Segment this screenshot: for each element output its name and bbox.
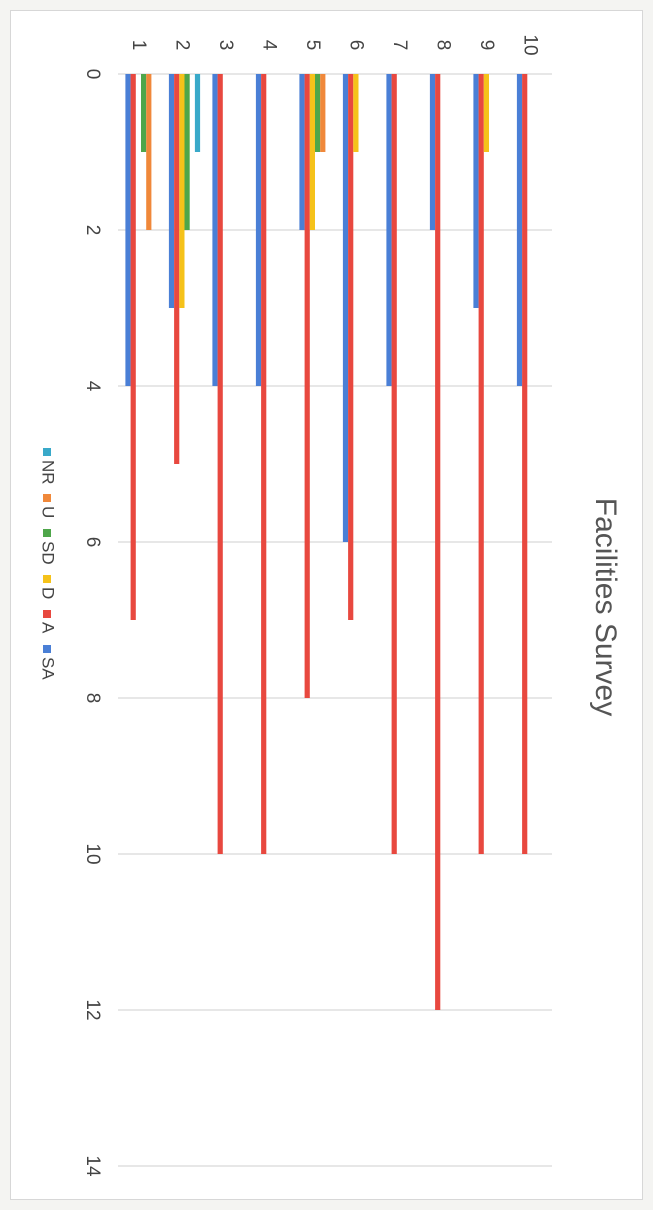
category-tick-label: 5 xyxy=(302,40,323,51)
bar-sa-5 xyxy=(299,74,305,230)
category-tick-label: 3 xyxy=(215,40,236,51)
category-tick-label: 6 xyxy=(345,40,366,51)
bar-a-5 xyxy=(304,74,310,698)
bar-a-2 xyxy=(174,74,180,464)
bar-a-9 xyxy=(478,74,484,854)
category-tick-label: 8 xyxy=(432,40,453,51)
category-tick-label: 7 xyxy=(389,40,410,51)
legend-swatch-sa xyxy=(43,645,51,653)
bar-a-7 xyxy=(391,74,397,854)
bar-sa-8 xyxy=(429,74,436,230)
value-axis-ticks: 0 2 4 6 8 10 12 14 xyxy=(82,69,103,1177)
bar-u-1 xyxy=(146,74,152,230)
value-tick-label: 6 xyxy=(82,537,103,548)
value-tick-label: 10 xyxy=(82,843,103,864)
bar-a-8 xyxy=(435,74,441,1010)
legend-swatch-sd xyxy=(43,529,51,537)
value-tick-label: 12 xyxy=(82,999,103,1020)
legend-swatch-a xyxy=(43,610,51,618)
chart-frame xyxy=(10,10,643,1200)
bar-d-9 xyxy=(483,74,489,152)
legend-swatch-u xyxy=(43,494,51,502)
bar-sd-5 xyxy=(315,74,321,152)
category-tick-label: 4 xyxy=(258,40,279,51)
category-axis-ticks: 1 2 3 4 5 6 7 8 9 10 xyxy=(128,34,541,55)
bar-sa-6 xyxy=(342,74,349,542)
bar-a-1 xyxy=(130,74,136,620)
legend-label-nr: NR xyxy=(39,460,58,485)
value-tick-label: 0 xyxy=(82,69,103,80)
bar-sa-7 xyxy=(386,74,392,386)
bar-a-6 xyxy=(348,74,354,620)
category-tick-label: 2 xyxy=(171,40,192,51)
bar-sa-9 xyxy=(473,74,479,308)
legend-swatch-d xyxy=(43,575,51,583)
legend-swatch-nr xyxy=(43,448,51,456)
legend-label-u: U xyxy=(39,506,58,518)
bar-a-10 xyxy=(522,74,528,854)
value-tick-label: 2 xyxy=(82,225,103,236)
bar-d-2 xyxy=(179,74,185,308)
bar-sa-10 xyxy=(516,74,523,386)
value-tick-label: 8 xyxy=(82,693,103,704)
bar-sa-2 xyxy=(168,74,175,308)
bar-d-5 xyxy=(309,74,315,230)
value-tick-label: 4 xyxy=(82,381,103,392)
bar-a-3 xyxy=(217,74,223,854)
legend-label-d: D xyxy=(39,587,58,599)
bar-sa-3 xyxy=(212,74,218,386)
category-tick-label: 1 xyxy=(128,40,149,51)
bar-u-5 xyxy=(320,74,326,152)
bar-sa-1 xyxy=(125,74,131,386)
bar-sd-1 xyxy=(141,74,147,152)
legend: NR U SD D A SA xyxy=(39,448,58,680)
bar-a-4 xyxy=(261,74,267,854)
legend-label-a: A xyxy=(39,622,58,634)
bar-sd-2 xyxy=(184,74,190,230)
chart-title: Facilities Survey xyxy=(589,498,622,716)
bar-nr-2 xyxy=(194,74,201,152)
category-tick-label: 9 xyxy=(476,40,497,51)
legend-label-sa: SA xyxy=(39,657,58,680)
category-tick-label: 10 xyxy=(519,34,540,55)
bars xyxy=(125,74,528,1010)
legend-label-sd: SD xyxy=(39,541,58,565)
bar-sa-4 xyxy=(255,74,262,386)
bar-d-6 xyxy=(353,74,359,152)
value-tick-label: 14 xyxy=(82,1155,103,1177)
